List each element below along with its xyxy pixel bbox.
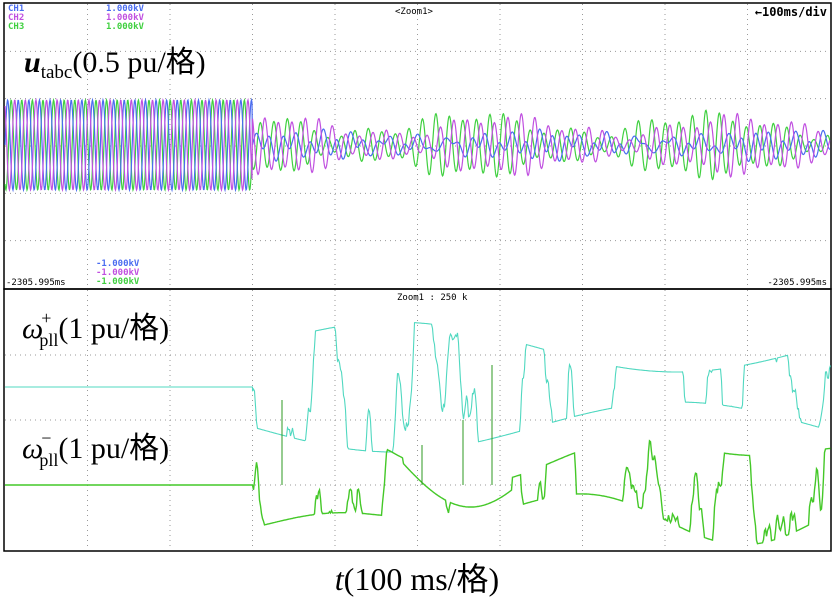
right-time-readout: -2305.995ms [767,278,827,288]
ch2-neg-scale: -1.000kV [96,268,140,278]
u-label: utabc(0.5 pu/格) [24,46,206,83]
ch1-scale: 1.000kV [106,4,145,14]
left-time-readout: -2305.995ms [6,278,66,288]
ch3-scale: 1.000kV [106,22,145,32]
trace-ch3 [4,97,831,193]
trace-omega-pll-plus [5,322,832,453]
bottom-panel-frame [3,288,832,552]
ch2-name: CH2 [8,13,24,23]
ch1-name: CH1 [8,4,24,14]
omega-plus-label: ω+ pll(1 pu/格) [22,308,169,350]
ch2-scale: 1.000kV [106,13,145,23]
omega-minus-label: ω− pll(1 pu/格) [22,428,169,470]
top-panel-traces [4,97,831,193]
zoom-readout: Zoom1 : 250 k [397,293,468,303]
ch1-neg-scale: -1.000kV [96,259,140,269]
trace-omega-pll-minus [5,439,831,545]
ch3-name: CH3 [8,22,24,32]
timebase-readout: ←100ms/div [755,5,827,19]
trace-ch2 [4,97,831,193]
x-axis-label: t(100 ms/格) [335,561,499,597]
zoom-title: <Zoom1> [395,7,434,17]
bottom-panel-traces [5,322,832,545]
bottom-panel-grid [5,290,830,550]
ch3-neg-scale: -1.000kV [96,277,140,287]
